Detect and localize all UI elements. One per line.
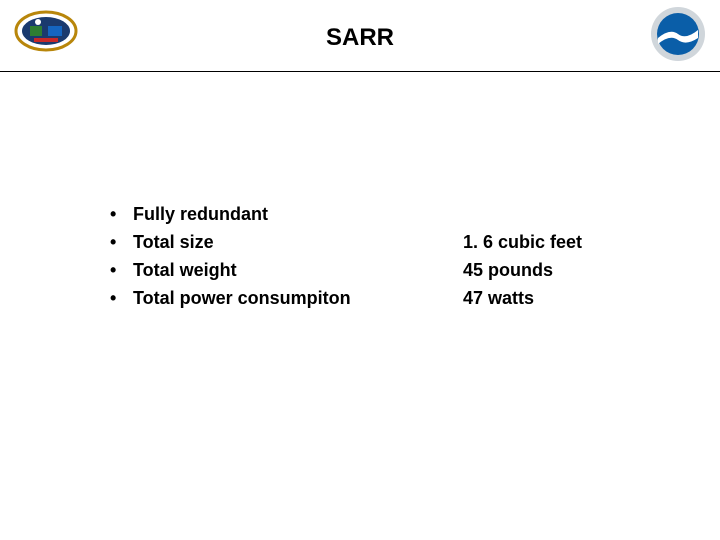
bullet-value: 45 pounds [463,256,582,284]
value-empty [463,200,582,228]
bullet-label: Total size [133,228,463,256]
bullet-label: Total power consumpiton [133,284,463,312]
bullet-marker: • [110,228,133,256]
bullet-marker: • [110,200,133,228]
bullet-value: 1. 6 cubic feet [463,228,582,256]
bullet-labels-col: Fully redundant Total size Total weight … [133,200,463,312]
bullet-markers-col: • • • • [110,200,133,312]
noaa-logo-icon [650,6,706,62]
bullet-label: Fully redundant [133,200,463,228]
bullet-marker: • [110,256,133,284]
bullet-value: 47 watts [463,284,582,312]
bullet-label: Total weight [133,256,463,284]
header: SARR [0,0,720,72]
bullet-values-col: 1. 6 cubic feet 45 pounds 47 watts [463,200,582,312]
bullet-list: • • • • Fully redundant Total size Total… [110,200,582,312]
page-title: SARR [0,24,720,52]
bullet-marker: • [110,284,133,312]
